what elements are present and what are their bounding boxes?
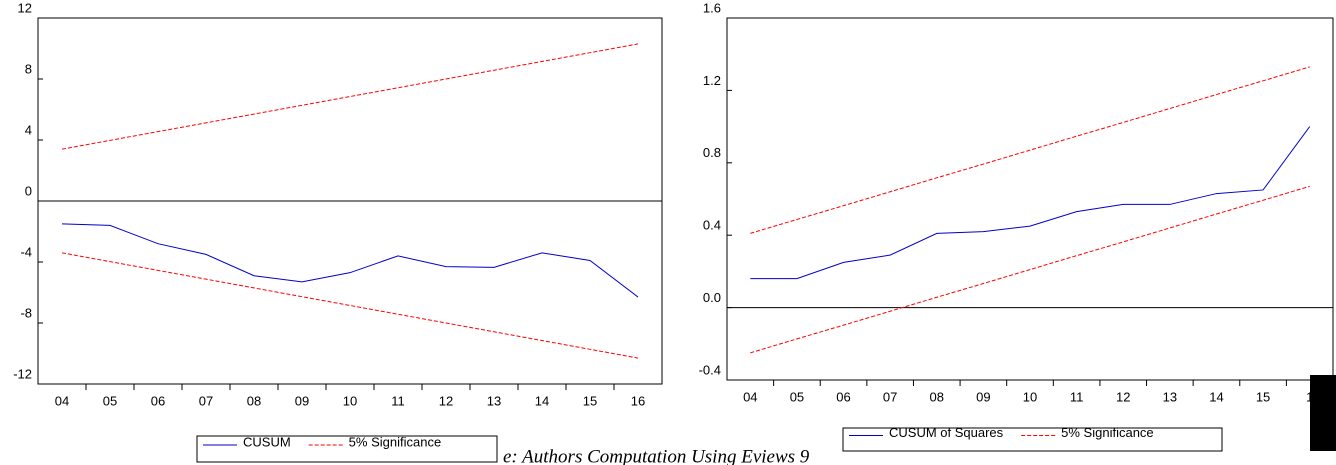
x-tick-label: 15 (1256, 389, 1270, 404)
x-tick-label: 13 (487, 393, 501, 408)
x-tick-label: 09 (976, 389, 990, 404)
y-tick-label: 1.6 (703, 0, 721, 15)
x-tick-label: 11 (391, 393, 405, 408)
series-line (750, 126, 1311, 280)
x-tick-label: 06 (151, 393, 165, 408)
x-tick-label: 05 (790, 389, 804, 404)
x-tick-label: 11 (1070, 389, 1084, 404)
x-tick-label: 04 (55, 393, 69, 408)
y-tick-label: 1.2 (703, 73, 721, 88)
x-tick-label: 07 (883, 389, 897, 404)
x-tick-label: 09 (295, 393, 309, 408)
series-line (750, 66, 1310, 234)
x-tick-label: 12 (1116, 389, 1130, 404)
y-tick-label: 0 (25, 183, 32, 198)
x-tick-label: 12 (439, 393, 453, 408)
x-tick-label: 10 (343, 393, 357, 408)
x-tick-label: 10 (1023, 389, 1037, 404)
y-tick-label: 12 (18, 0, 32, 15)
y-tick-label: -12 (13, 366, 32, 381)
y-tick-label: 8 (25, 61, 32, 76)
x-tick-label: 14 (1209, 389, 1223, 404)
x-tick-label: 05 (103, 393, 117, 408)
y-tick-label: -4 (20, 244, 32, 259)
series-line (61, 252, 639, 359)
legend-label: CUSUM (243, 434, 291, 449)
occluder (1310, 375, 1336, 451)
caption: e: Authors Computation Using Eviews 9 (503, 446, 810, 465)
legend-box (842, 427, 1223, 452)
series-line (750, 185, 1310, 354)
x-tick-label: 07 (199, 393, 213, 408)
x-tick-label: 06 (836, 389, 850, 404)
y-tick-label: 0.8 (703, 145, 721, 160)
x-tick-label: 16 (631, 393, 645, 408)
series-line (61, 43, 639, 150)
x-tick-label: 15 (583, 393, 597, 408)
y-tick-label: -8 (20, 305, 32, 320)
y-tick-label: 0.4 (703, 218, 721, 233)
x-tick-label: 1 (1306, 389, 1313, 404)
plot-frame (726, 17, 1334, 381)
legend-label: 5% Significance (1061, 425, 1154, 440)
legend-box (196, 435, 498, 463)
series-line (61, 223, 639, 298)
y-tick-label: 4 (25, 122, 32, 137)
x-tick-label: 13 (1163, 389, 1177, 404)
x-tick-label: 04 (743, 389, 757, 404)
y-tick-label: 0.0 (703, 290, 721, 305)
x-tick-label: 14 (535, 393, 549, 408)
y-tick-label: -0.4 (699, 362, 721, 377)
x-tick-label: 08 (247, 393, 261, 408)
legend-label: CUSUM of Squares (889, 425, 1004, 440)
x-tick-label: 08 (930, 389, 944, 404)
legend-label: 5% Significance (349, 434, 442, 449)
